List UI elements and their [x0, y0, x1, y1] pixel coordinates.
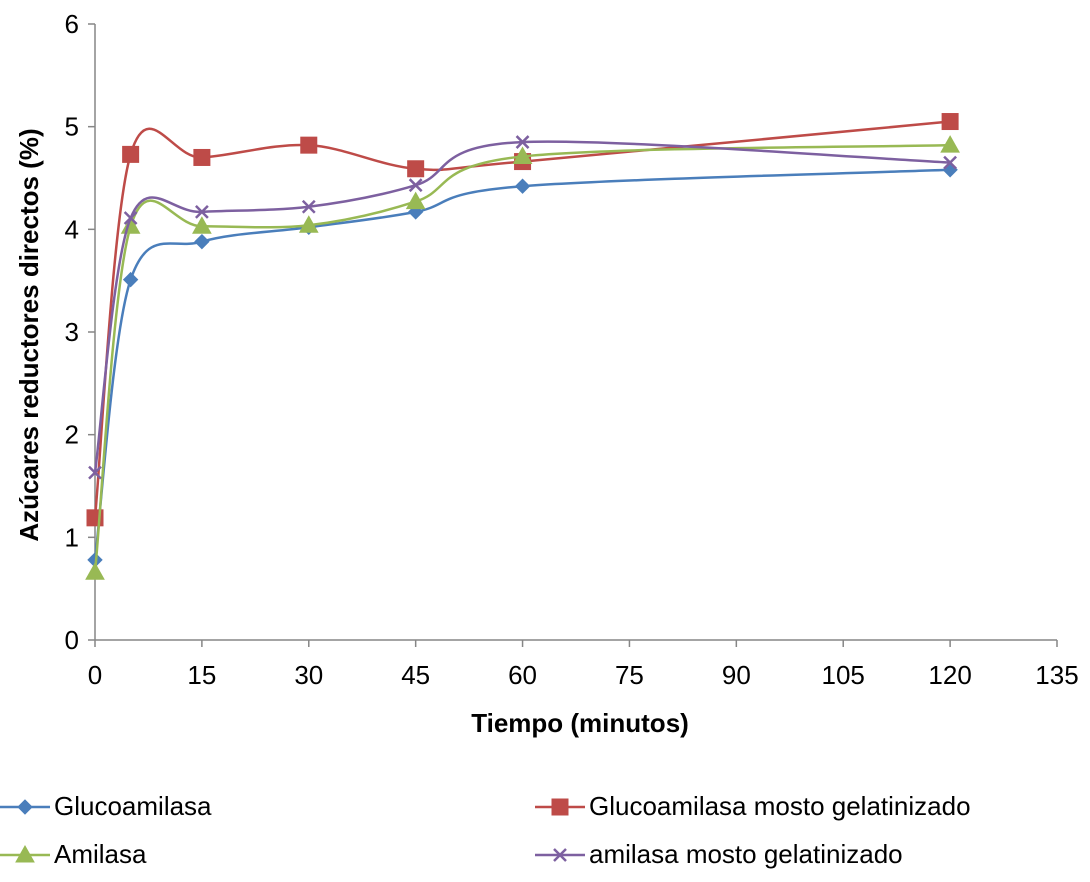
- data-point: [123, 211, 138, 225]
- data-point: [194, 233, 210, 250]
- data-point: [195, 204, 209, 219]
- data-point: [88, 465, 102, 480]
- y-tick-label: 0: [65, 625, 79, 655]
- data-point: [408, 178, 423, 193]
- legend-label: Glucoamilasa: [54, 791, 212, 821]
- y-tick-label: 5: [65, 112, 79, 142]
- data-point: [940, 135, 960, 153]
- data-point: [122, 271, 139, 288]
- data-point: [85, 562, 105, 580]
- legend-marker: [15, 844, 35, 863]
- x-tick-label: 0: [88, 660, 102, 690]
- data-point: [943, 155, 957, 170]
- legend-marker: [553, 848, 567, 862]
- y-axis-title: Azúcares reductores directos (%): [14, 128, 44, 541]
- legend-label: Amilasa: [54, 839, 147, 869]
- marker-stroke: [943, 155, 957, 170]
- y-tick-label: 1: [65, 522, 79, 552]
- series-layer: [85, 113, 960, 580]
- x-tick-label: 135: [1035, 660, 1078, 690]
- legend: Glucoamilasa Glucoamilasa mosto gelatiniz…: [0, 791, 971, 869]
- legend-label: amilasa mosto gelatinizado: [589, 839, 903, 869]
- marker-stroke: [301, 199, 316, 214]
- series-3: [85, 135, 960, 580]
- data-point: [193, 148, 211, 166]
- marker-stroke: [408, 178, 423, 193]
- data-point: [301, 199, 316, 214]
- x-tick-label: 120: [928, 660, 971, 690]
- data-point: [512, 146, 533, 164]
- data-point: [941, 113, 959, 131]
- x-tick-label: 30: [294, 660, 323, 690]
- marker-stroke: [88, 465, 102, 480]
- data-point: [407, 160, 425, 178]
- series-4: [88, 135, 957, 480]
- data-point: [514, 178, 531, 194]
- marker-stroke: [515, 135, 530, 149]
- data-point: [300, 136, 318, 154]
- legend-label: Glucoamilasa mosto gelatinizado: [589, 791, 971, 821]
- legend-marker: [17, 799, 33, 815]
- x-tick-label: 90: [722, 660, 751, 690]
- x-tick-label: 60: [508, 660, 537, 690]
- x-axis-title: Tiempo (minutos): [471, 708, 689, 738]
- data-point: [515, 135, 530, 149]
- legend-item-1: Glucoamilasa: [0, 791, 212, 821]
- marker-stroke: [195, 204, 209, 219]
- series-2: [86, 113, 959, 527]
- data-point: [192, 216, 212, 234]
- x-tick-label: 15: [187, 660, 216, 690]
- y-tick-label: 4: [65, 214, 79, 244]
- y-tick-label: 6: [65, 9, 79, 39]
- series-line: [93, 168, 951, 561]
- marker-stroke: [553, 848, 567, 862]
- x-tick-label: 75: [615, 660, 644, 690]
- data-point: [122, 145, 140, 163]
- data-point: [942, 162, 958, 178]
- data-point: [405, 191, 426, 210]
- legend-item-2: Glucoamilasa mosto gelatinizado: [535, 791, 971, 821]
- series-1: [87, 162, 958, 568]
- x-tick-label: 105: [822, 660, 865, 690]
- series-line: [93, 140, 951, 473]
- series-line: [93, 143, 951, 573]
- marker-stroke: [123, 211, 138, 225]
- x-tick-label: 45: [401, 660, 430, 690]
- y-tick-label: 2: [65, 420, 79, 450]
- legend-item-3: Amilasa: [0, 839, 147, 869]
- data-point: [298, 215, 319, 233]
- legend-item-4: amilasa mosto gelatinizado: [535, 839, 903, 869]
- legend-marker: [551, 798, 569, 816]
- y-tick-label: 3: [65, 317, 79, 347]
